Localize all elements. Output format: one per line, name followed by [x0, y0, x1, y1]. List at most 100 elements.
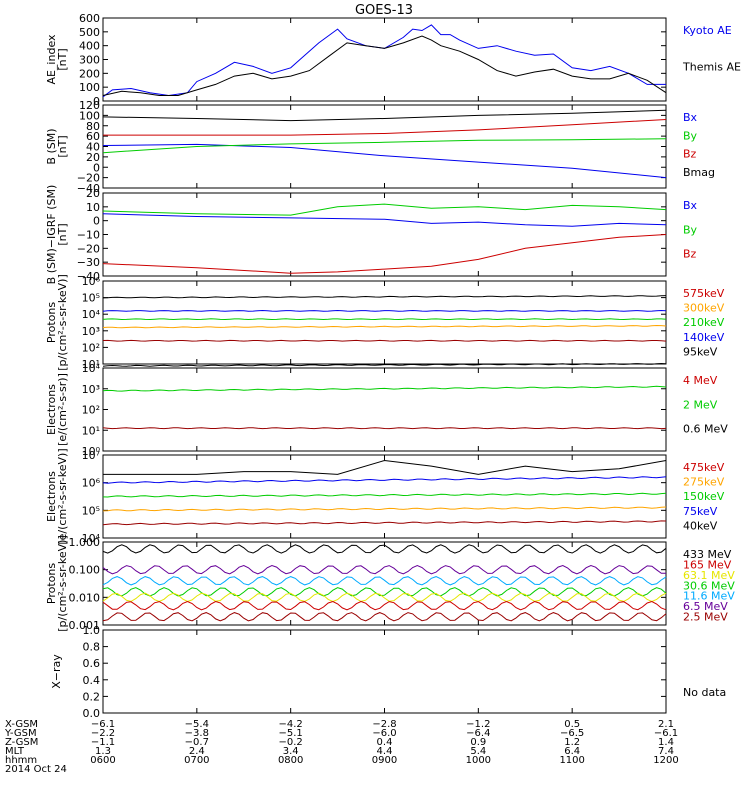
- ephemeris-label: Z-GSM: [5, 737, 38, 748]
- series-line-Themis-AE: [102, 35, 667, 96]
- panel-frame: [102, 104, 667, 189]
- date-label: 2014 Oct 24: [5, 764, 67, 775]
- legend-entry: 75keV: [683, 505, 718, 518]
- y-tick-label: 20: [86, 151, 100, 164]
- legend-entry: Kyoto AE: [683, 24, 732, 37]
- legend-entry: 475keV: [683, 461, 725, 474]
- y-tick-label: 0.8: [83, 641, 101, 654]
- legend-entry: Bz: [683, 248, 697, 261]
- series-line-11.6-MeV: [102, 576, 667, 586]
- y-tick-label: 120: [79, 99, 100, 112]
- y-tick-label: 0.010: [69, 591, 101, 604]
- y-tick-label: 0.0: [83, 707, 101, 720]
- y-axis-label: B (SM)−IGRF (SM): [45, 185, 58, 285]
- ephemeris-value: 2.1: [658, 719, 674, 730]
- ephemeris-value: 2.4: [189, 746, 205, 757]
- ephemeris-value: 7.4: [658, 746, 674, 757]
- y-tick-label: 0: [93, 215, 100, 228]
- y-axis-label: Electrons: [45, 471, 58, 522]
- ephemeris-value: 0.4: [377, 737, 393, 748]
- ephemeris-value: 0800: [278, 755, 303, 766]
- no-data-label: No data: [683, 686, 726, 699]
- y-axis-label: [nT]: [56, 135, 69, 157]
- series-line-6.5-MeV: [102, 564, 666, 575]
- y-tick-label: 600: [79, 12, 100, 25]
- panel-6: 10⁴ 10⁵ 10⁶ 10⁷ Electrons[e/(cm²-s-sr-keV)] 4…: [45, 448, 725, 545]
- y-axis-label: B (SM): [45, 128, 58, 164]
- ephemeris-value: −5.4: [185, 719, 209, 730]
- series-line-30.6-MeV: [102, 587, 667, 597]
- y-tick-label: 40: [86, 141, 100, 154]
- y-tick-label: 100: [79, 109, 100, 122]
- legend-entry: By: [683, 129, 698, 142]
- series-line-75keV: [102, 476, 667, 484]
- legend-entry: 6.5 MeV: [683, 600, 728, 613]
- ephemeris-value: −6.4: [466, 728, 490, 739]
- legend-entry: 0.6 MeV: [683, 423, 728, 436]
- series-line-Kyoto-AE: [102, 24, 666, 98]
- ephemeris-value: 1200: [653, 755, 678, 766]
- y-tick-label: 10²: [82, 404, 100, 417]
- ephemeris-label: Y-GSM: [4, 728, 37, 739]
- y-tick-label: 10⁴: [82, 362, 101, 375]
- ephemeris-value: 1.3: [95, 746, 111, 757]
- ephemeris-value: −6.0: [372, 728, 396, 739]
- y-axis-label: [nT]: [56, 48, 69, 70]
- y-axis-label: [p/(cm²-s-sr-keV)]: [56, 274, 69, 371]
- y-tick-label: 400: [79, 40, 100, 53]
- ephemeris-value: −0.2: [279, 737, 303, 748]
- legend-entry: 2 MeV: [683, 398, 718, 411]
- series-line-165-MeV: [102, 600, 667, 611]
- y-tick-label: 60: [86, 130, 100, 143]
- ephemeris-label: hhmm: [5, 755, 37, 766]
- ephemeris-value: 3.4: [283, 746, 299, 757]
- ephemeris-value: −1.2: [466, 719, 490, 730]
- y-axis-label: [e/(cm²-s-sr)]: [56, 373, 69, 446]
- y-tick-label: −20: [77, 172, 100, 185]
- series-line-275keV: [102, 506, 667, 512]
- series-line-Bmag: [102, 109, 667, 122]
- legend-entry: 2.5 MeV: [683, 611, 728, 624]
- panel-frame: [102, 367, 667, 452]
- y-tick-label: 1.000: [69, 536, 101, 549]
- legend-entry: 95keV: [683, 345, 718, 358]
- series-line-By: [102, 138, 667, 154]
- series-line-4-MeV: [102, 427, 667, 430]
- ephemeris-value: −1.1: [91, 737, 115, 748]
- ephemeris-table: X-GSM −6.1 −5.4 −4.2 −2.8 −1.2 0.5 2.1 Y-GSM −2.2…: [4, 719, 679, 775]
- ephemeris-value: 0900: [372, 755, 397, 766]
- y-tick-label: 0.6: [83, 657, 101, 670]
- legend-entry: 140keV: [683, 331, 725, 344]
- y-tick-label: 300: [79, 54, 100, 67]
- ephemeris-value: 0600: [90, 755, 115, 766]
- ephemeris-value: −5.1: [279, 728, 303, 739]
- y-tick-label: 10⁶: [82, 275, 101, 288]
- ephemeris-value: −2.8: [372, 719, 396, 730]
- y-tick-label: 80: [86, 120, 100, 133]
- y-tick-label: 0.001: [69, 619, 101, 632]
- ephemeris-value: −0.7: [185, 737, 209, 748]
- series-line-475keV: [102, 520, 667, 526]
- y-tick-label: −30: [77, 256, 100, 269]
- y-tick-label: 10⁵: [82, 292, 100, 305]
- series-line-95keV: [102, 295, 667, 299]
- legend-entry: 433 MeV: [683, 548, 732, 561]
- y-axis-label: AE_index: [45, 34, 58, 85]
- legend-entry: Themis AE: [682, 61, 741, 74]
- y-tick-label: 500: [79, 26, 100, 39]
- series-line-140keV: [102, 309, 667, 312]
- y-tick-label: −10: [77, 229, 100, 242]
- ephemeris-value: −6.1: [91, 719, 115, 730]
- y-tick-label: 10⁴: [82, 308, 101, 321]
- series-line-2.5-MeV: [102, 612, 667, 622]
- y-tick-label: 1.0: [83, 624, 101, 637]
- series-line-Bz: [102, 234, 667, 274]
- y-tick-label: 0.4: [83, 674, 101, 687]
- ephemeris-label: X-GSM: [5, 719, 38, 730]
- y-tick-label: 200: [79, 67, 100, 80]
- y-tick-label: 0: [93, 161, 100, 174]
